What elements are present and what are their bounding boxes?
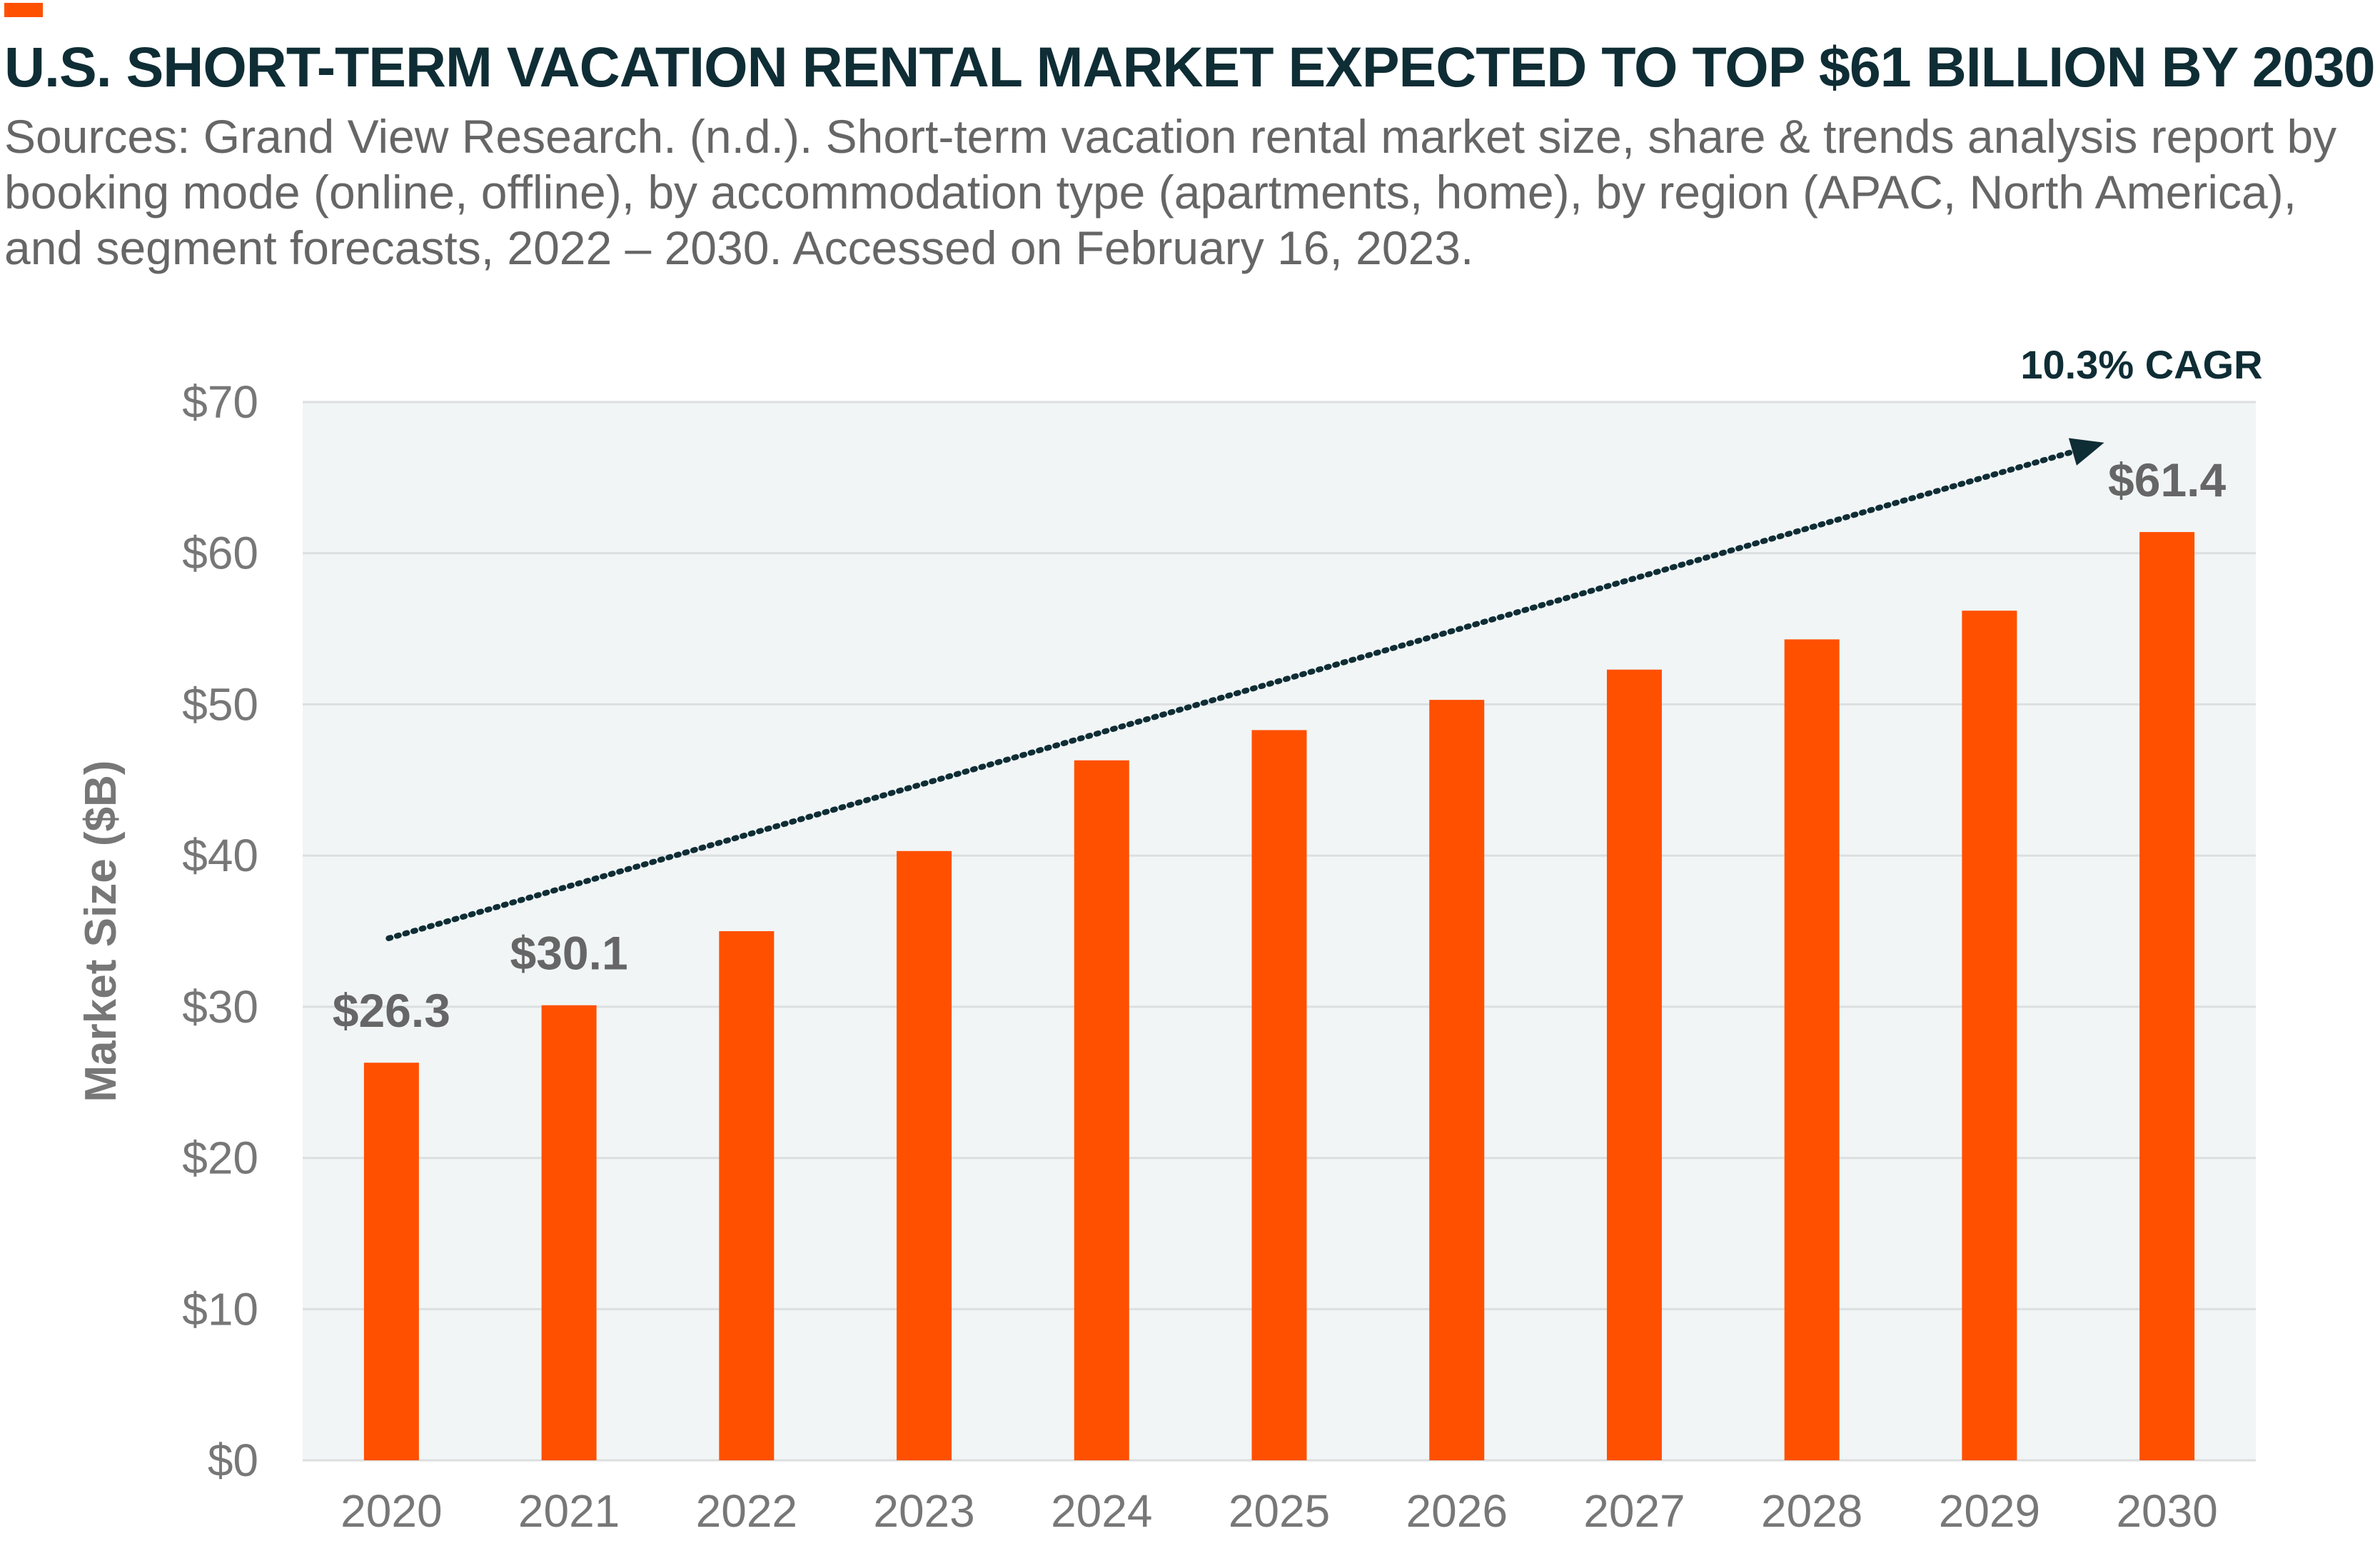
bar-2022	[719, 931, 775, 1460]
x-tick-label: 2028	[1761, 1485, 1862, 1537]
x-tick-label: 2029	[1939, 1485, 2040, 1537]
bar-2026	[1429, 700, 1485, 1460]
x-tick-label: 2025	[1229, 1485, 1330, 1537]
data-label: $26.3	[333, 984, 450, 1037]
bar-2025	[1251, 730, 1307, 1460]
y-tick-label: $50	[182, 678, 258, 730]
y-tick-label: $40	[182, 830, 258, 881]
x-tick-label: 2026	[1406, 1485, 1508, 1537]
x-tick-label: 2030	[2116, 1485, 2217, 1537]
chart-title: U.S. SHORT-TERM VACATION RENTAL MARKET E…	[4, 35, 2376, 99]
x-tick-label: 2023	[873, 1485, 974, 1537]
x-axis-ticks: 2020 2021 2022 2023 2024 2025 2026 2027 2028 2029…	[341, 1485, 2218, 1537]
data-label: $61.4	[2108, 453, 2226, 506]
y-axis-ticks: $0 $10 $20 $30 $40 $50 $60 $70	[182, 376, 258, 1486]
y-tick-label: $0	[208, 1435, 258, 1486]
data-label: $30.1	[510, 927, 628, 980]
cagr-annotation: 10.3% CAGR	[2020, 342, 2262, 387]
y-tick-label: $70	[182, 376, 258, 428]
x-tick-label: 2024	[1051, 1485, 1152, 1537]
x-tick-label: 2021	[518, 1485, 620, 1537]
y-axis-title: Market Size ($B)	[76, 761, 126, 1103]
y-tick-label: $30	[182, 981, 258, 1033]
y-tick-label: $60	[182, 528, 258, 579]
y-tick-label: $20	[182, 1133, 258, 1184]
bar-2021	[541, 1005, 597, 1460]
y-tick-label: $10	[182, 1283, 258, 1335]
bar-2028	[1784, 639, 1840, 1461]
data-labels: $26.3 $30.1 $61.4	[333, 453, 2227, 1037]
arrowhead-icon	[2068, 438, 2104, 466]
bar-2027	[1606, 669, 1662, 1460]
x-tick-label: 2027	[1583, 1485, 1685, 1537]
trend-line	[385, 448, 2076, 941]
chart-source-note: Sources: Grand View Research. (n.d.). Sh…	[4, 110, 2337, 274]
accent-mark	[4, 3, 43, 17]
bar-2023	[897, 850, 952, 1460]
x-tick-label: 2022	[696, 1485, 797, 1537]
accent-bar	[4, 3, 43, 17]
bar-2020	[363, 1063, 419, 1460]
bar-2030	[2139, 532, 2195, 1461]
x-tick-label: 2020	[341, 1485, 442, 1537]
cagr-trend-arrow	[385, 438, 2104, 941]
bars	[363, 532, 2195, 1461]
bar-2029	[1962, 611, 2017, 1460]
bar-2024	[1074, 760, 1129, 1460]
